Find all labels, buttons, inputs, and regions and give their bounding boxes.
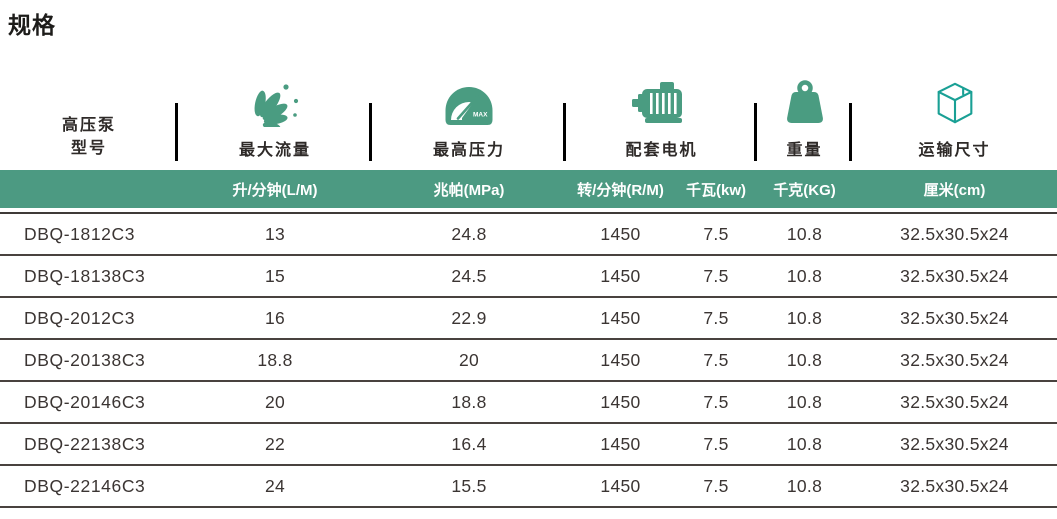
model-cell: DBQ-1812C3 bbox=[24, 223, 136, 244]
motor-icon bbox=[631, 82, 692, 127]
rpm-cell: 1450 bbox=[600, 307, 641, 328]
model-cell: DBQ-22138C3 bbox=[24, 433, 146, 454]
flow-column-label: 最大流量 bbox=[238, 142, 311, 159]
table-row: DBQ-22138C3 22 16.4 1450 7.5 10.8 32.5x3… bbox=[0, 424, 1057, 466]
header-cell-model: 高压泵 型号 bbox=[0, 114, 178, 163]
kg-cell: 10.8 bbox=[786, 307, 823, 328]
unit-flow: 升/分钟(L/M) bbox=[232, 181, 318, 199]
pressure-cell: 22.9 bbox=[451, 307, 487, 328]
unit-kg: 千克(KG) bbox=[773, 181, 836, 199]
units-bar: 升/分钟(L/M) 兆帕(MPa) 转/分钟(R/M) 千瓦(kw) 千克(KG… bbox=[0, 170, 1057, 208]
model-cell: DBQ-18138C3 bbox=[24, 265, 146, 286]
table-row: DBQ-20138C3 18.8 20 1450 7.5 10.8 32.5x3… bbox=[0, 340, 1057, 382]
rpm-cell: 1450 bbox=[600, 349, 641, 370]
rpm-cell: 1450 bbox=[600, 391, 641, 412]
dimensions-column-label: 运输尺寸 bbox=[918, 142, 991, 159]
kw-cell: 7.5 bbox=[703, 433, 729, 454]
model-cell: DBQ-20138C3 bbox=[24, 349, 146, 370]
kg-cell: 10.8 bbox=[786, 391, 823, 412]
unit-rpm: 转/分钟(R/M) bbox=[577, 181, 664, 199]
header-separator-line bbox=[0, 212, 1057, 214]
flow-cell: 15 bbox=[264, 265, 286, 286]
header-divider-1 bbox=[175, 103, 178, 161]
rpm-cell: 1450 bbox=[600, 223, 641, 244]
dimensions-cell: 32.5x30.5x24 bbox=[900, 265, 1009, 286]
kw-cell: 7.5 bbox=[703, 307, 729, 328]
flow-cell: 18.8 bbox=[257, 349, 293, 370]
kw-cell: 7.5 bbox=[703, 265, 729, 286]
rpm-cell: 1450 bbox=[600, 265, 641, 286]
table-row: DBQ-18138C3 15 24.5 1450 7.5 10.8 32.5x3… bbox=[0, 256, 1057, 298]
motor-column-label: 配套电机 bbox=[625, 142, 698, 159]
flow-cell: 20 bbox=[264, 391, 286, 412]
table-body: DBQ-1812C3 13 24.8 1450 7.5 10.8 32.5x30… bbox=[0, 214, 1057, 508]
unit-cm: 厘米(cm) bbox=[923, 181, 986, 199]
header-cell-pressure: MAX 最高压力 bbox=[372, 85, 566, 163]
dimensions-cell: 32.5x30.5x24 bbox=[900, 223, 1009, 244]
header-divider-2 bbox=[369, 103, 372, 161]
weight-column-label: 重量 bbox=[786, 142, 823, 159]
header-cell-flow: 最大流量 bbox=[178, 81, 372, 163]
header-divider-3 bbox=[563, 103, 566, 161]
header-divider-4 bbox=[754, 103, 757, 161]
dimensions-cell: 32.5x30.5x24 bbox=[900, 307, 1009, 328]
pressure-cell: 15.5 bbox=[451, 475, 487, 496]
kw-cell: 7.5 bbox=[703, 223, 729, 244]
pressure-cell: 16.4 bbox=[451, 433, 487, 454]
header-cell-dimensions: 运输尺寸 bbox=[852, 79, 1057, 163]
dimensions-cell: 32.5x30.5x24 bbox=[900, 391, 1009, 412]
table-header-row: 高压泵 型号 bbox=[0, 60, 1057, 163]
pressure-cell: 18.8 bbox=[451, 391, 487, 412]
header-cell-weight: 重量 bbox=[757, 79, 852, 163]
model-label-line2: 型号 bbox=[70, 139, 107, 157]
table-row: DBQ-1812C3 13 24.8 1450 7.5 10.8 32.5x30… bbox=[0, 214, 1057, 256]
unit-pressure: 兆帕(MPa) bbox=[433, 181, 505, 199]
pressure-cell: 24.5 bbox=[451, 265, 487, 286]
gauge-max-text: MAX bbox=[473, 112, 488, 119]
model-column-label: 高压泵 型号 bbox=[62, 114, 116, 160]
kg-cell: 10.8 bbox=[786, 475, 823, 496]
kw-cell: 7.5 bbox=[703, 349, 729, 370]
pressure-cell: 24.8 bbox=[451, 223, 487, 244]
header-cell-motor: 配套电机 bbox=[566, 82, 757, 163]
table-row: DBQ-2012C3 16 22.9 1450 7.5 10.8 32.5x30… bbox=[0, 298, 1057, 340]
rpm-cell: 1450 bbox=[600, 433, 641, 454]
pressure-gauge-icon: MAX bbox=[441, 85, 497, 127]
kg-cell: 10.8 bbox=[786, 223, 823, 244]
model-cell: DBQ-22146C3 bbox=[24, 475, 146, 496]
kw-cell: 7.5 bbox=[703, 475, 729, 496]
table-row: DBQ-22146C3 24 15.5 1450 7.5 10.8 32.5x3… bbox=[0, 466, 1057, 508]
kg-cell: 10.8 bbox=[786, 349, 823, 370]
dimensions-cell: 32.5x30.5x24 bbox=[900, 433, 1009, 454]
model-label-line1: 高压泵 bbox=[61, 116, 116, 134]
page-title: 规格 bbox=[8, 12, 56, 38]
kw-cell: 7.5 bbox=[703, 391, 729, 412]
model-cell: DBQ-2012C3 bbox=[24, 307, 136, 328]
rpm-cell: 1450 bbox=[600, 475, 641, 496]
weight-icon bbox=[781, 79, 829, 127]
pressure-column-label: 最高压力 bbox=[432, 142, 505, 159]
dimensions-cell: 32.5x30.5x24 bbox=[900, 475, 1009, 496]
shipping-box-icon bbox=[931, 79, 979, 127]
pressure-cell: 20 bbox=[458, 349, 480, 370]
model-cell: DBQ-20146C3 bbox=[24, 391, 146, 412]
table-row: DBQ-20146C3 20 18.8 1450 7.5 10.8 32.5x3… bbox=[0, 382, 1057, 424]
spec-table: 高压泵 型号 bbox=[0, 60, 1057, 508]
flow-cell: 24 bbox=[264, 475, 286, 496]
dimensions-cell: 32.5x30.5x24 bbox=[900, 349, 1009, 370]
flow-cell: 22 bbox=[264, 433, 286, 454]
header-divider-5 bbox=[849, 103, 852, 161]
kg-cell: 10.8 bbox=[786, 433, 823, 454]
kg-cell: 10.8 bbox=[786, 265, 823, 286]
water-splash-icon bbox=[248, 81, 302, 127]
flow-cell: 13 bbox=[264, 223, 286, 244]
unit-kw: 千瓦(kw) bbox=[685, 181, 746, 199]
flow-cell: 16 bbox=[264, 307, 286, 328]
